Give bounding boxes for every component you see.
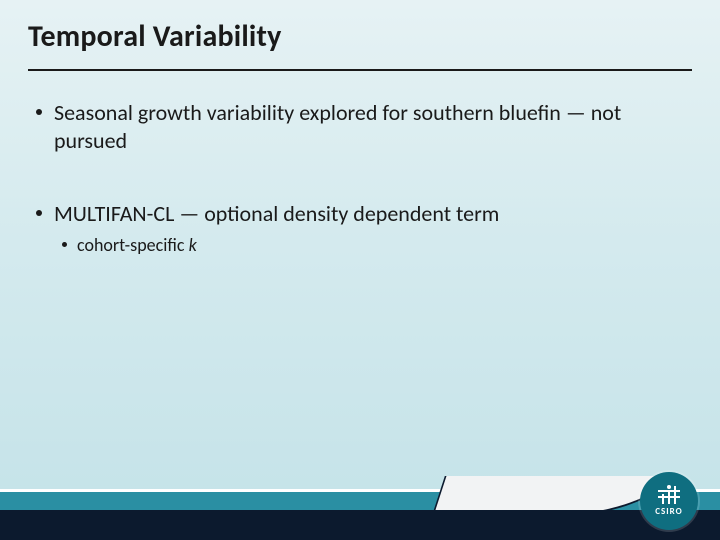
- bullet-text: Seasonal growth variability explored for…: [54, 99, 684, 154]
- bullet-dot-icon: [36, 109, 42, 115]
- sub-bullet-text: cohort-specific k: [77, 234, 197, 256]
- slide-title: Temporal Variability: [28, 18, 692, 55]
- bullet-level2: cohort-specific k: [62, 234, 684, 256]
- bullet-dot-icon: [36, 210, 42, 216]
- bullet-dot-icon: [62, 242, 67, 247]
- footer-navy-band: [0, 510, 720, 540]
- slide-footer: CSIRO: [0, 462, 720, 540]
- logo-badge: CSIRO: [640, 472, 698, 530]
- slide: Temporal Variability Seasonal growth var…: [0, 0, 720, 540]
- bullet-level1: Seasonal growth variability explored for…: [36, 99, 684, 154]
- logo-label: CSIRO: [655, 506, 682, 517]
- bullet-level1: MULTIFAN-CL — optional density dependent…: [36, 200, 684, 228]
- logo-globe-icon: [658, 486, 680, 504]
- sub-bullet-prefix: cohort-specific: [77, 234, 189, 256]
- sub-bullet-italic: k: [189, 234, 197, 256]
- title-area: Temporal Variability: [0, 0, 720, 63]
- bullet-text: MULTIFAN-CL — optional density dependent…: [54, 200, 499, 228]
- slide-body: Seasonal growth variability explored for…: [0, 71, 720, 256]
